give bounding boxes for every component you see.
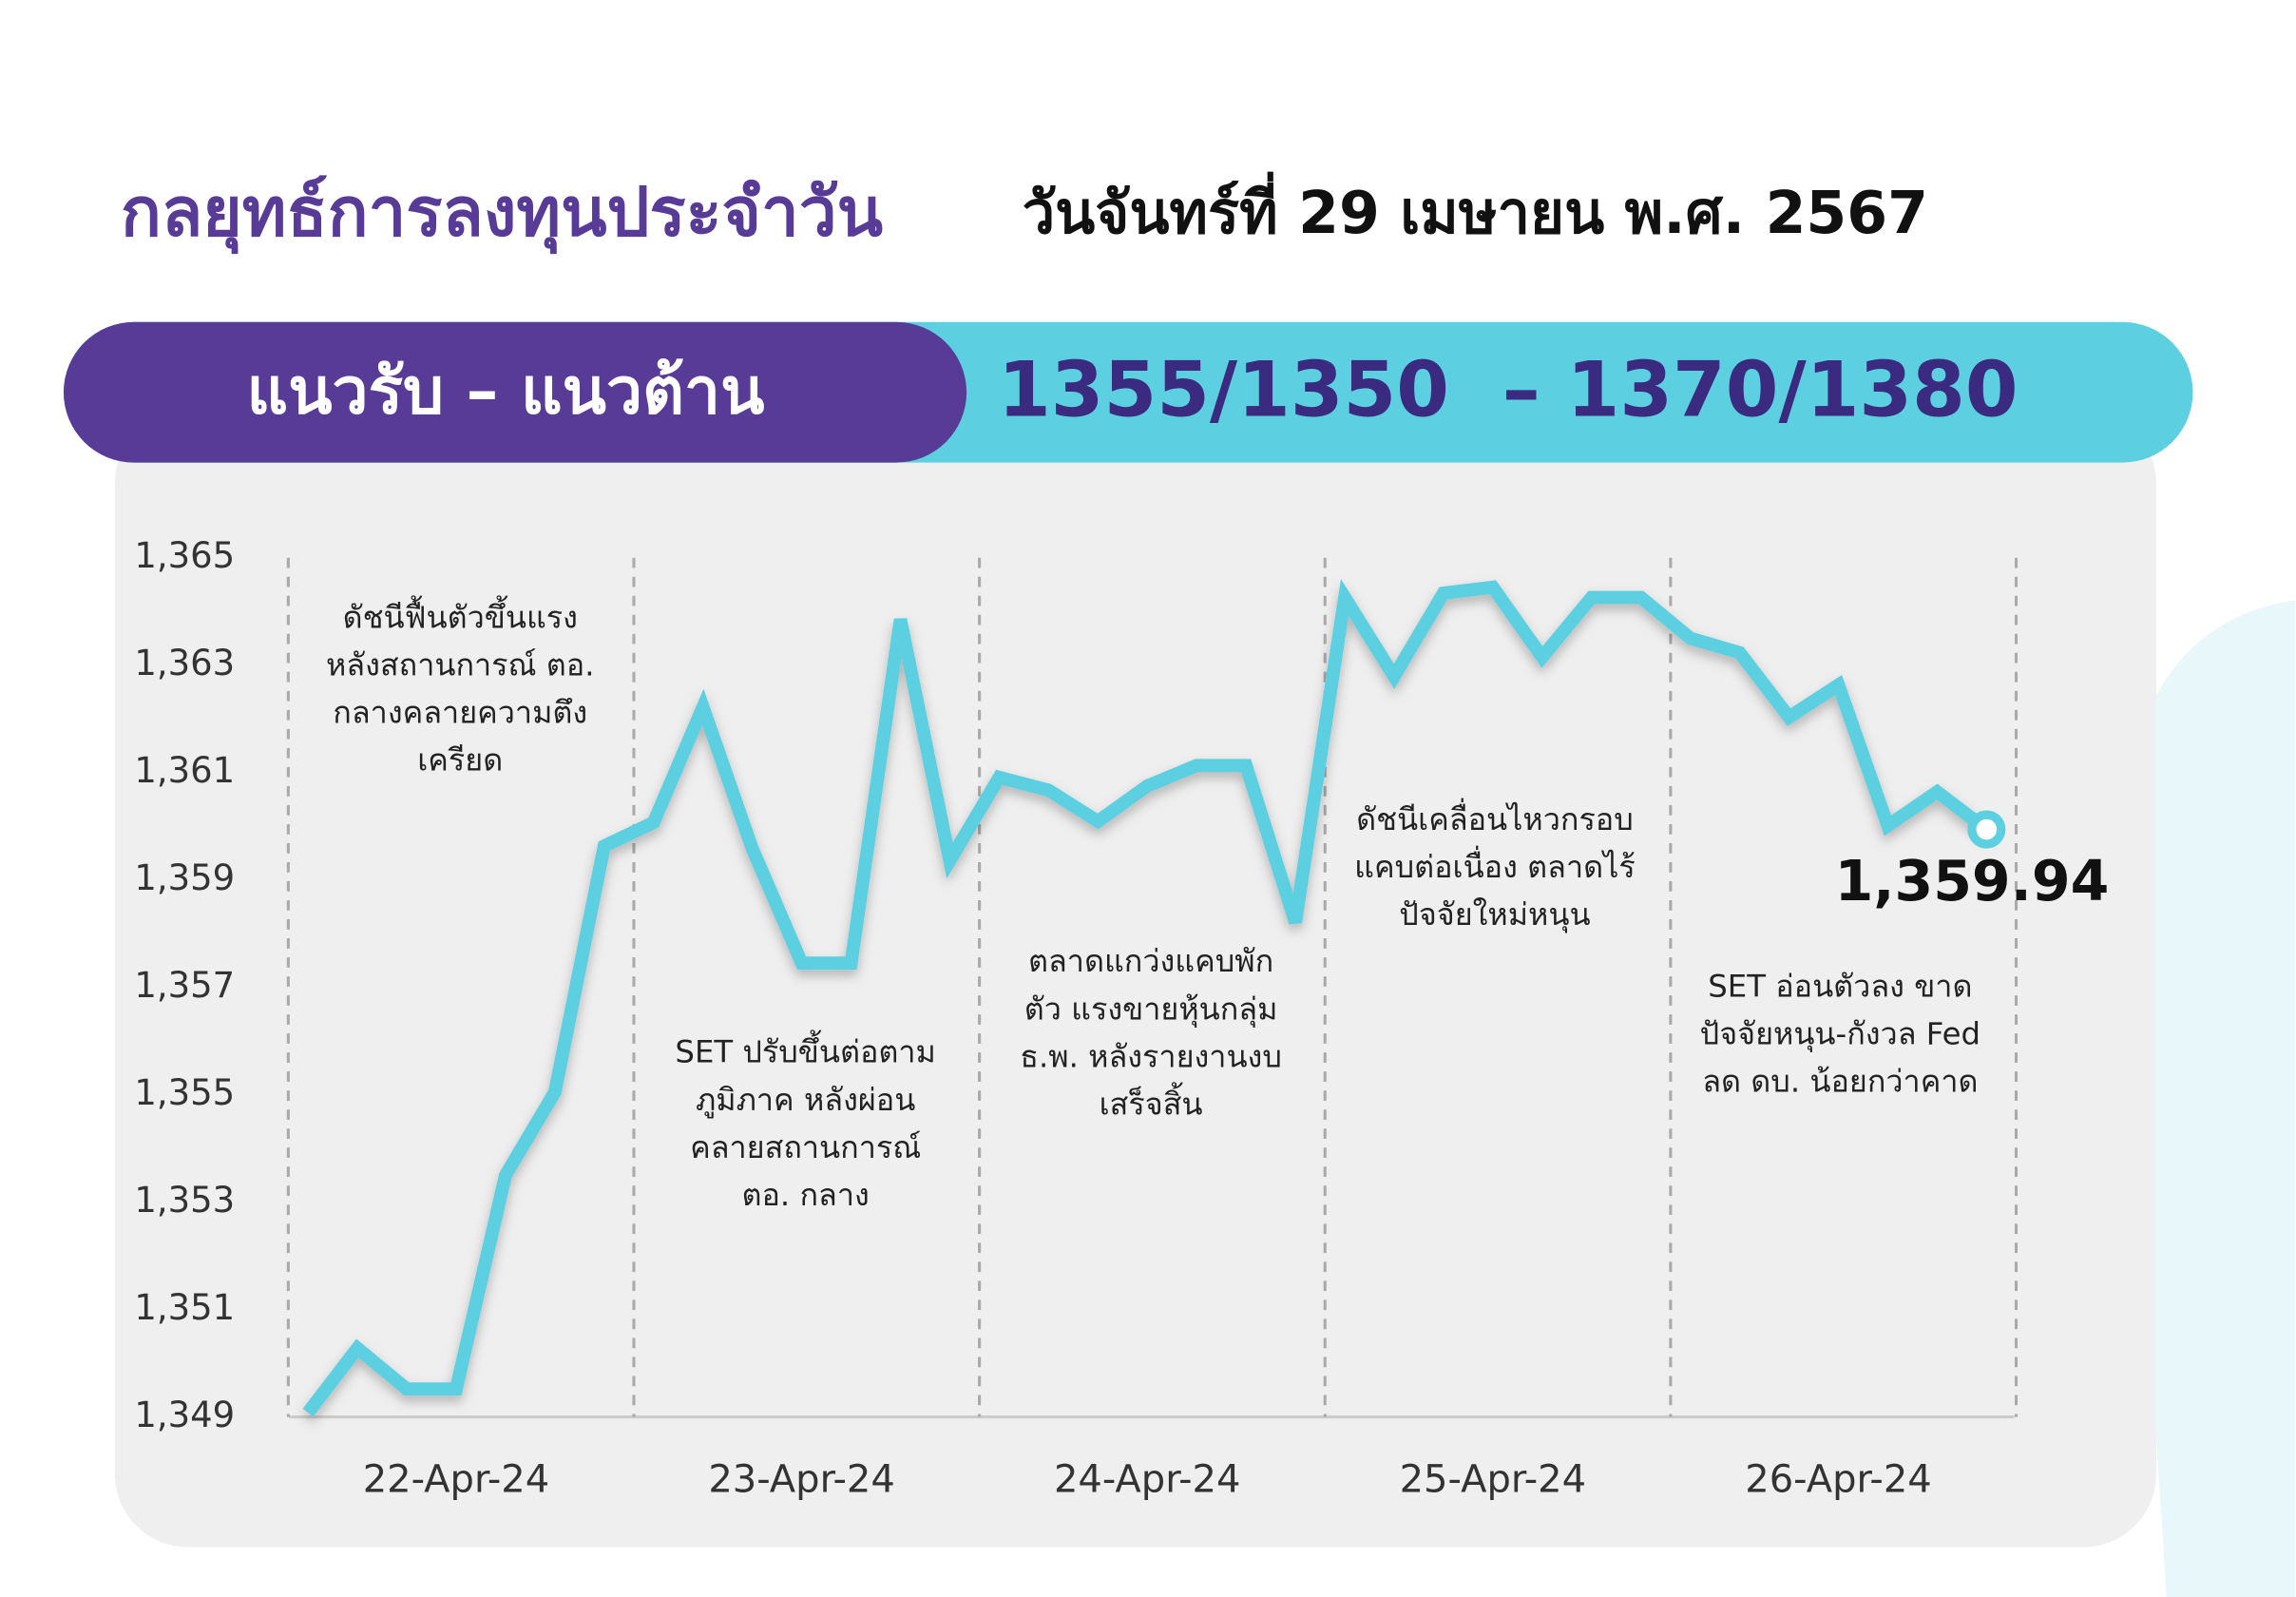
annotation: คลายสถานการณ์ bbox=[690, 1129, 921, 1165]
x-tick-label: 23-Apr-24 bbox=[708, 1457, 895, 1501]
y-tick-label: 1,355 bbox=[134, 1072, 235, 1113]
value-label: 1,359.94 bbox=[1835, 849, 2110, 914]
date: วันจันทร์ที่ 29 เมษายน พ.ศ. 2567 bbox=[1023, 171, 1928, 247]
annotation: ธ.พ. หลังรายงานงบ bbox=[1020, 1038, 1282, 1074]
annotation: ดัชนีฟื้นตัวขึ้นแรง bbox=[343, 594, 578, 635]
banner-levels: 1355/1350 – 1370/1380 bbox=[998, 346, 2018, 434]
y-tick-label: 1,365 bbox=[134, 535, 235, 576]
y-tick-label: 1,363 bbox=[134, 643, 235, 683]
x-tick-label: 24-Apr-24 bbox=[1054, 1457, 1241, 1501]
annotation: SET อ่อนตัวลง ขาด bbox=[1708, 968, 1972, 1004]
annotation: ตอ. กลาง bbox=[742, 1177, 870, 1213]
annotation: ดัชนีเคลื่อนไหวกรอบ bbox=[1356, 798, 1634, 837]
y-tick-label: 1,361 bbox=[134, 750, 235, 791]
panel bbox=[114, 410, 2156, 1548]
plot: 1,349 1,351 1,353 1,355 1,357 1,359 1,361 1,363… bbox=[134, 535, 2109, 1501]
annotation: ปัจจัยใหม่หนุน bbox=[1399, 896, 1590, 933]
end-point bbox=[1967, 810, 2006, 849]
annotation: แคบต่อเนื่อง ตลาดไร้ bbox=[1354, 845, 1636, 885]
banner-label: แนวรับ – แนวต้าน bbox=[247, 353, 765, 428]
data-line bbox=[302, 578, 1991, 1417]
y-tick-label: 1,357 bbox=[134, 965, 235, 1006]
annotation: เสร็จสิ้น bbox=[1100, 1081, 1203, 1122]
annotation: SET ปรับขึ้นต่อตาม bbox=[675, 1029, 935, 1070]
y-tick-label: 1,349 bbox=[134, 1395, 235, 1435]
annotation: ภูมิภาค หลังผ่อน bbox=[696, 1082, 915, 1119]
x-tick-label: 26-Apr-24 bbox=[1745, 1457, 1932, 1501]
annotation: เครียด bbox=[417, 742, 503, 779]
y-tick-label: 1,359 bbox=[134, 857, 235, 898]
banner-left bbox=[63, 321, 967, 463]
y-tick-label: 1,351 bbox=[134, 1287, 235, 1328]
annotation: ตลาดแกว่งแคบพัก bbox=[1028, 943, 1273, 979]
y-tick-label: 1,353 bbox=[134, 1180, 235, 1221]
x-tick-label: 22-Apr-24 bbox=[363, 1457, 550, 1501]
title: กลยุทธ์การลงทุนประจำวัน bbox=[121, 172, 883, 254]
annotation: หลังสถานการณ์ ตอ. bbox=[326, 646, 595, 683]
annotation: ตัว แรงขายหุ้นกลุ่ม bbox=[1024, 991, 1278, 1028]
annotation: กลางคลายความตึง bbox=[333, 694, 587, 730]
annotation: ลด ดบ. น้อยกว่าคาด bbox=[1702, 1064, 1978, 1100]
annotation: ปัจจัยหนุน-กังวล Fed bbox=[1700, 1015, 1980, 1052]
x-tick-label: 25-Apr-24 bbox=[1400, 1457, 1587, 1501]
decor-blob bbox=[2121, 600, 2296, 1597]
